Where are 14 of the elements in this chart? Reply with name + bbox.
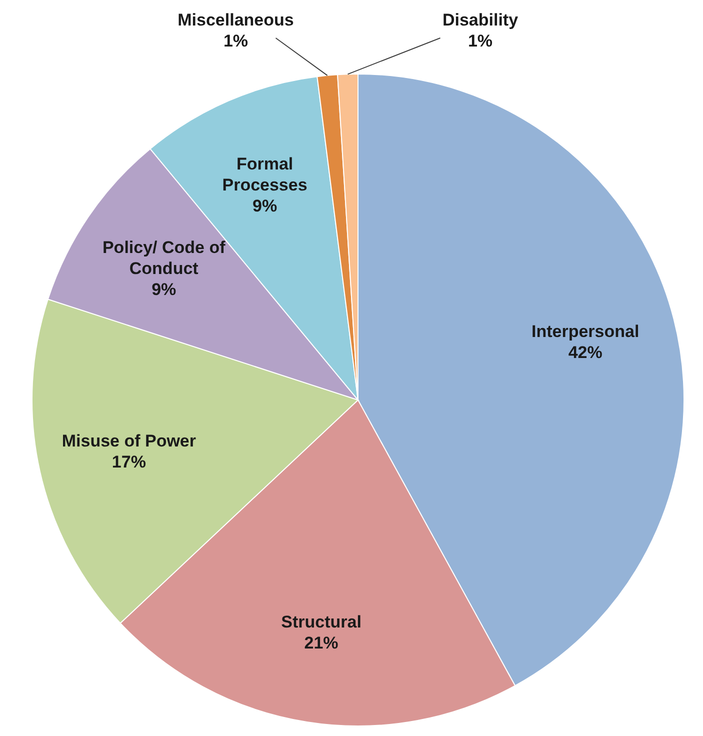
slice-label: Disability [442, 10, 519, 30]
slice-label: Structural [281, 612, 362, 632]
data-label: 1% [468, 32, 493, 50]
data-label: 9% [252, 196, 278, 216]
data-label: 21% [304, 633, 338, 652]
data-label: 42% [568, 343, 602, 362]
data-label: 17% [112, 452, 146, 472]
data-label: 9% [152, 280, 176, 300]
slice-label: Policy/ Code of Conduct [102, 238, 226, 278]
data-label: 1% [223, 32, 248, 50]
slice-label: Interpersonal [531, 322, 640, 342]
slice-label: Misuse of Power [62, 432, 196, 451]
slice-label: Miscellaneous [178, 10, 294, 30]
slice-label: Formal Processes [222, 154, 308, 195]
